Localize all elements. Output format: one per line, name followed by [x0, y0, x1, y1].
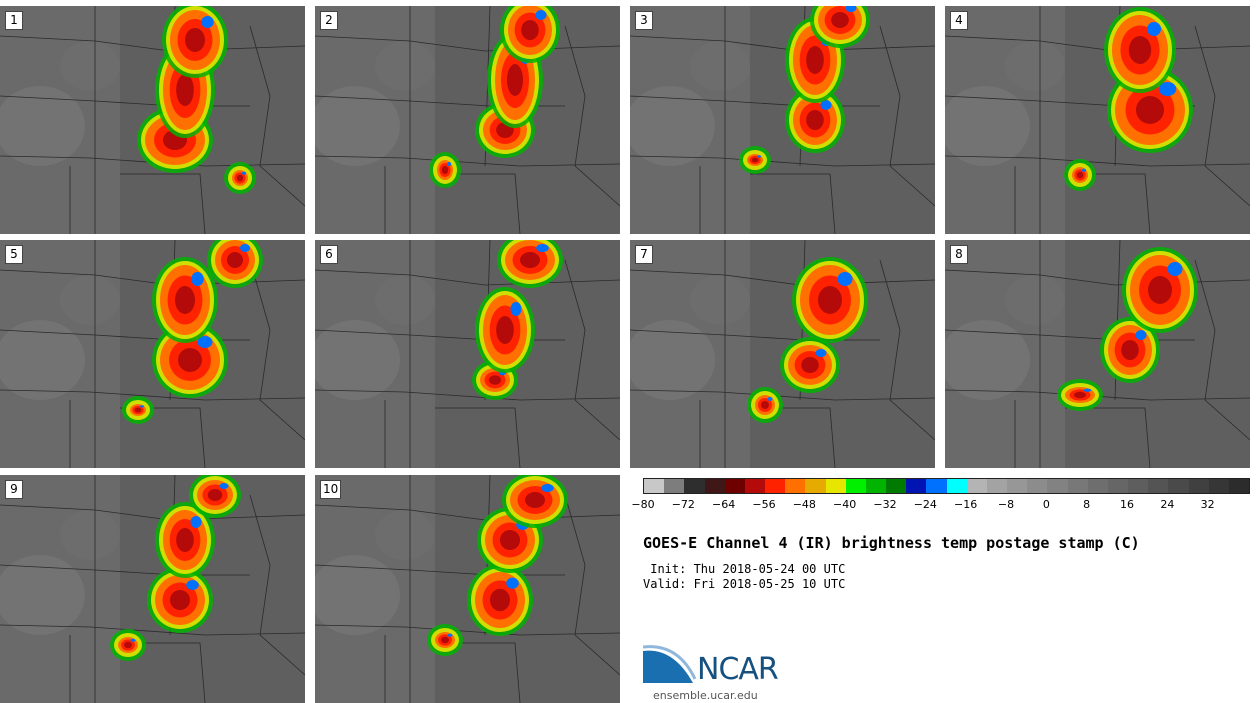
colorbar-cell: [1228, 479, 1250, 493]
colorbar-cell: [1047, 479, 1068, 493]
ncar-logo-mark: [643, 645, 697, 683]
colorbar-tick-label: 24: [1160, 498, 1175, 511]
colorbar-cell: [744, 479, 766, 493]
colorbar-tick-label: −24: [913, 498, 937, 511]
colorbar-cell: [845, 479, 866, 493]
ensemble-member-panel: 1: [0, 6, 305, 234]
colorbar-cell: [1107, 479, 1129, 493]
colorbar-tick-label: −56: [752, 498, 776, 511]
colorbar-tick-label: −48: [792, 498, 816, 511]
colorbar-cell: [1128, 479, 1149, 493]
panel-number-label: 1: [5, 11, 23, 30]
ensemble-member-panel: 9: [0, 475, 305, 703]
colorbar-ticks: −80 −72 −64 −56 −48 −40 −32 −24 −16 −8 0 8 16 24 32: [631, 498, 1248, 512]
ensemble-url: ensemble.ucar.edu: [653, 689, 758, 702]
colorbar-cell: [966, 479, 987, 493]
colorbar-cell: [724, 479, 745, 493]
colorbar-cell: [1007, 479, 1028, 493]
panel-number-label: 6: [320, 245, 338, 264]
colorbar-cell: [785, 479, 806, 493]
colorbar-cell: [684, 479, 705, 493]
panel-number-label: 9: [5, 480, 23, 499]
ensemble-member-panel: 5: [0, 240, 305, 468]
ensemble-member-panel: 10: [315, 475, 620, 703]
panel-number-label: 3: [635, 11, 653, 30]
colorbar-cell: [1148, 479, 1169, 493]
colorbar-tick-label: −40: [833, 498, 857, 511]
panel-number-label: 7: [635, 245, 653, 264]
init-valid-times: Init: Thu 2018-05-24 00 UTC Valid: Fri 2…: [643, 562, 845, 592]
ensemble-member-panel: 7: [630, 240, 935, 468]
panel-number-label: 5: [5, 245, 23, 264]
ensemble-member-panel: 2: [315, 6, 620, 234]
colorbar-tick-label: 8: [1083, 498, 1091, 511]
ensemble-member-panel: 8: [945, 240, 1250, 468]
colorbar-cell: [946, 479, 967, 493]
colorbar-cell: [865, 479, 887, 493]
colorbar-cell: [1067, 479, 1088, 493]
panel-number-label: 2: [320, 11, 338, 30]
ensemble-member-panel: 4: [945, 6, 1250, 234]
colorbar-tick-label: 0: [1042, 498, 1050, 511]
panel-number-label: 10: [320, 480, 342, 499]
colorbar-cell: [1188, 479, 1209, 493]
colorbar-cell: [906, 479, 927, 493]
colorbar-cell: [704, 479, 725, 493]
colorbar-cell: [1087, 479, 1108, 493]
colorbar-tick-label: 32: [1200, 498, 1215, 511]
colorbar-tick-label: −72: [671, 498, 695, 511]
init-time: Init: Thu 2018-05-24 00 UTC: [643, 562, 846, 576]
colorbar-tick-label: −80: [631, 498, 655, 511]
colorbar-tick-label: −16: [954, 498, 978, 511]
colorbar-cell: [1168, 479, 1189, 493]
panel-number-label: 8: [950, 245, 968, 264]
colorbar-cell: [1208, 479, 1229, 493]
colorbar-cell: [765, 479, 786, 493]
colorbar-cell: [644, 479, 665, 493]
ncar-logo-text: NCAR: [697, 652, 779, 687]
colorbar-cell: [664, 479, 685, 493]
colorbar-cell: [825, 479, 846, 493]
colorbar-cell: [926, 479, 947, 493]
colorbar-tick-label: 16: [1120, 498, 1134, 511]
ensemble-member-panel: 6: [315, 240, 620, 468]
colorbar-cell: [1027, 479, 1048, 493]
colorbar-tick-label: −64: [712, 498, 736, 511]
colorbar-tick-label: −32: [873, 498, 897, 511]
colorbar-tick-label: −8: [997, 498, 1015, 511]
valid-time: Valid: Fri 2018-05-25 10 UTC: [643, 577, 846, 591]
colorbar: [643, 478, 1250, 494]
colorbar-cell: [986, 479, 1008, 493]
ensemble-member-panel: 3: [630, 6, 935, 234]
colorbar-cell: [805, 479, 826, 493]
colorbar-cell: [886, 479, 907, 493]
panel-number-label: 4: [950, 11, 968, 30]
figure-title: GOES-E Channel 4 (IR) brightness temp po…: [643, 534, 1140, 552]
